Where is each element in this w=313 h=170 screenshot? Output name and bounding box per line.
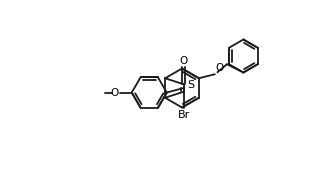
Text: O: O — [180, 56, 188, 66]
Text: O: O — [215, 63, 223, 73]
Text: Br: Br — [177, 110, 190, 120]
Text: O: O — [110, 88, 119, 98]
Text: S: S — [188, 80, 195, 90]
